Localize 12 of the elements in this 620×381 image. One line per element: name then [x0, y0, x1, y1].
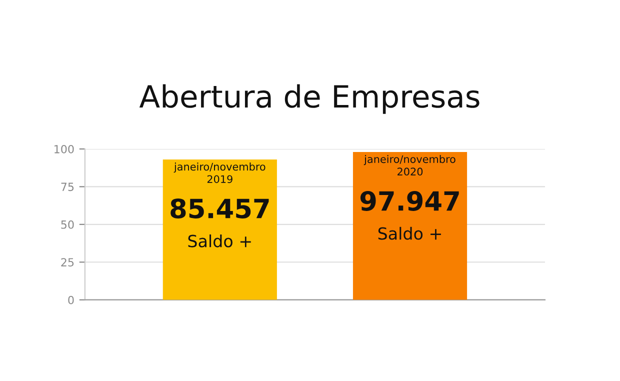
annotation: 97.947: [360, 191, 459, 211]
y-tick-label: 25: [61, 258, 74, 267]
y-tick-label: 100: [54, 144, 74, 154]
annotation: 85.457: [170, 198, 269, 218]
annotation: Saldo +: [378, 226, 441, 240]
chart-title: Abertura de Empresas: [139, 84, 480, 114]
y-tick-label: 50: [61, 220, 74, 229]
y-tick-label: 0: [68, 296, 74, 304]
y-tick-label: 75: [61, 182, 74, 192]
annotation: Saldo +: [188, 234, 251, 248]
annotation: janeiro/novembro 2020: [364, 155, 456, 176]
annotation: janeiro/novembro 2019: [174, 162, 266, 184]
